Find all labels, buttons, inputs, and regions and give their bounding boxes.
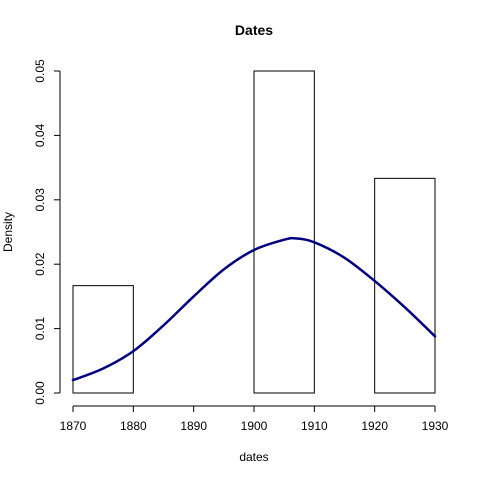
x-tick-label-2: 1890 (180, 419, 207, 433)
chart-title: Dates (235, 22, 273, 38)
x-tick-label-6: 1930 (422, 419, 449, 433)
histogram-bar-0 (72, 285, 134, 394)
density-curve-layer (71, 236, 437, 382)
y-tick-label-4: 0.04 (33, 123, 47, 147)
histogram-bar-5 (374, 177, 436, 394)
density-curve-line (71, 236, 437, 382)
x-tick-label-4: 1910 (301, 419, 328, 433)
x-axis: 1870 1880 1890 1900 1910 1920 1930 (60, 405, 449, 433)
y-tick-label-0: 0.00 (33, 381, 47, 405)
y-tick-label-3: 0.03 (33, 188, 47, 212)
x-tick-label-5: 1920 (361, 419, 388, 433)
y-tick-label-1: 0.01 (33, 317, 47, 341)
x-tick-label-3: 1900 (241, 419, 268, 433)
x-tick-label-1: 1880 (120, 419, 147, 433)
y-axis: 0.00 0.01 0.02 0.03 0.04 0.05 (33, 59, 61, 405)
y-tick-label-5: 0.05 (33, 59, 47, 83)
x-tick-label-0: 1870 (60, 419, 87, 433)
histogram-bars (72, 70, 436, 394)
histogram-bar-3 (253, 70, 315, 394)
y-axis-label: Density (1, 212, 15, 252)
y-tick-label-2: 0.02 (33, 252, 47, 276)
x-axis-label: dates (239, 450, 268, 464)
